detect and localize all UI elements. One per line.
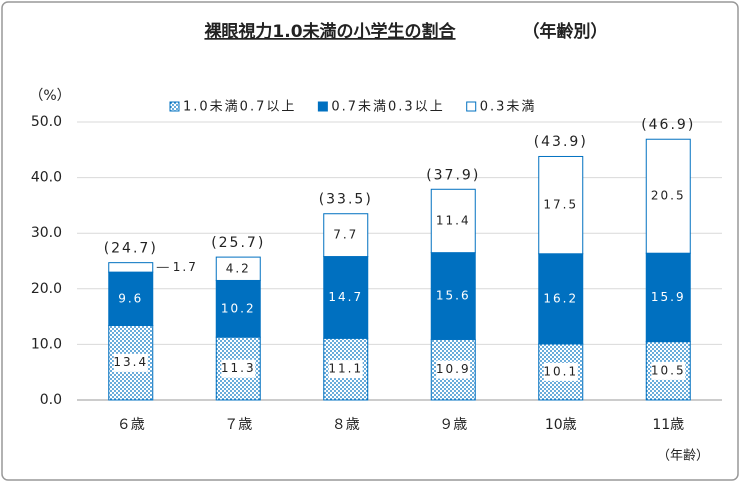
total-label: (24.7) [104,241,158,257]
plot: 0.0 10.0 20.0 30.0 40.0 50.0 1.0未満0.7以上 0.7未満0.… [31,100,722,433]
total-label: (46.9) [641,117,695,133]
total-label: (43.9) [534,134,588,150]
label-bg [436,360,471,379]
legend-swatch [466,101,477,112]
y-tick-label: 40.0 [31,170,62,186]
bar-segment [215,279,261,338]
x-tick-label: ６歳 [117,417,145,433]
label-bg [221,359,256,378]
bar-segment [108,262,154,273]
data-label: 20.5 [651,189,686,203]
x-axis-label: （年齢） [657,449,709,464]
data-label: 14.7 [328,290,363,304]
chart-subtitle: （年齢別） [523,21,608,42]
legend-label: 0.7未満0.3以上 [331,100,444,115]
data-label: 10.5 [651,363,686,377]
chart-title: 裸眼視力1.0未満の小学生の割合 [204,21,456,42]
data-label: 1.7 [173,260,198,274]
data-label: 13.4 [113,355,148,369]
total-label: (25.7) [211,235,265,251]
y-tick-label: 20.0 [31,281,62,297]
label-bg [113,353,148,372]
bar-segment [538,253,584,345]
data-label: 11.1 [328,362,363,376]
bar-segment [323,213,369,258]
legend-label: 0.3未満 [480,100,537,115]
data-label: 10.9 [436,362,471,376]
data-label: 15.6 [436,289,471,303]
x-tick-label: 10歳 [545,417,577,433]
bar-segment [108,271,154,326]
data-label: 16.2 [543,291,578,305]
x-tick-label: ９歳 [439,417,467,433]
x-tick-label: 11歳 [652,417,684,433]
bar-segment [323,256,369,339]
total-label: (33.5) [319,192,373,208]
legend-swatch [317,101,328,112]
bar-segment [430,252,476,340]
bar-segment [645,138,691,254]
data-label: 11.3 [221,361,256,375]
data-label: 17.5 [543,198,578,212]
y-axis-label: （%） [29,88,70,104]
y-tick-label: 0.0 [40,392,62,408]
data-label: 7.7 [333,228,358,242]
data-label: 4.2 [226,261,251,275]
bar-segment [538,155,584,255]
label-bg [543,362,578,381]
label-bg [328,360,363,379]
label-bg [651,361,686,380]
data-label: 11.4 [436,213,471,227]
x-tick-label: ８歳 [332,417,360,433]
legend-label: 1.0未満0.7以上 [183,100,296,115]
bar-segment [430,188,476,254]
bar-segment [215,256,261,281]
y-tick-label: 10.0 [31,336,62,352]
x-tick-label: ７歳 [224,417,252,433]
data-label: 10.2 [221,301,256,315]
data-label: 9.6 [118,291,143,305]
y-tick-label: 50.0 [31,114,62,130]
data-label: 15.9 [651,290,686,304]
legend-swatch [169,101,180,112]
y-tick-label: 30.0 [31,225,62,241]
data-label: 10.1 [543,364,578,378]
total-label: (37.9) [426,167,480,183]
bar-segment [645,252,691,343]
